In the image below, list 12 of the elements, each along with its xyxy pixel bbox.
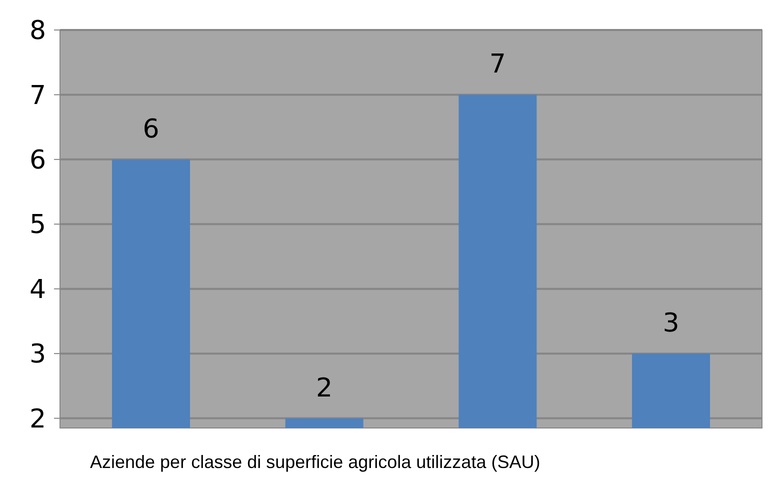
x-axis-title: Aziende per classe di superficie agricola utilizzata (SAU) <box>90 452 540 472</box>
y-tick-label: 8 <box>29 16 46 46</box>
y-tick-label: 7 <box>29 80 46 111</box>
data-label: 7 <box>489 50 506 80</box>
data-label: 2 <box>316 373 333 404</box>
data-label: 3 <box>662 308 680 339</box>
y-tick-label: 2 <box>29 404 46 434</box>
y-tick-label: 4 <box>29 274 46 305</box>
y-tick-label: 3 <box>29 340 46 370</box>
y-tick-label: 6 <box>29 146 46 176</box>
y-tick-label: 5 <box>29 210 46 240</box>
data-label: 6 <box>142 114 160 144</box>
